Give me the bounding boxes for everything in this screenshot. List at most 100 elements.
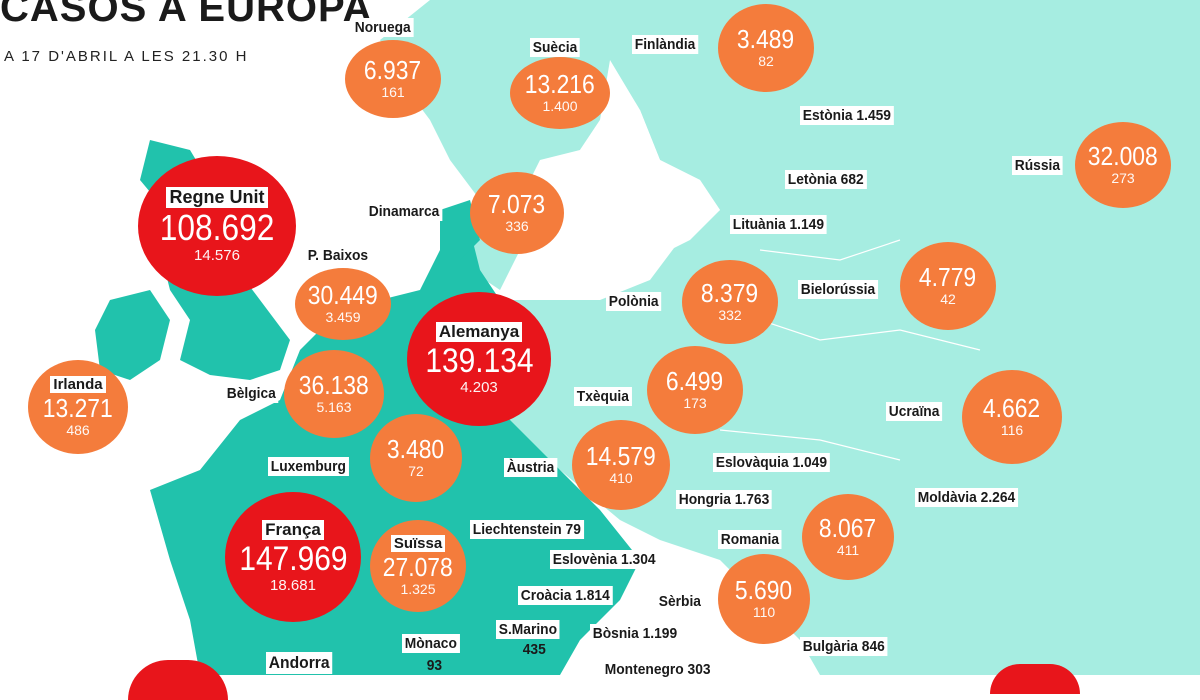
label-suecia: Suècia bbox=[530, 38, 581, 58]
label-hongria: Hongria 1.763 bbox=[676, 490, 773, 510]
bubble-ucraina: 4.662 116 bbox=[962, 370, 1062, 464]
label-regne-unit: Regne Unit bbox=[166, 187, 268, 209]
label-moldavia: Moldàvia 2.264 bbox=[915, 488, 1018, 508]
label-liechtenstein: Liechtenstein 79 bbox=[470, 520, 584, 540]
deaths-irlanda: 486 bbox=[66, 421, 90, 438]
bubble-regne-unit: Regne Unit 108.692 14.576 bbox=[138, 156, 296, 296]
deaths-finlandia: 82 bbox=[758, 53, 774, 70]
bubble-alemanya: Alemanya 139.134 4.203 bbox=[407, 292, 551, 426]
bubble-polonia: 8.379 332 bbox=[682, 260, 778, 344]
deaths-russia: 273 bbox=[1111, 170, 1135, 187]
label-bielorussia: Bielorússia bbox=[798, 280, 878, 300]
deaths-txequia: 173 bbox=[683, 395, 707, 412]
deaths-p-baixos: 3.459 bbox=[325, 309, 361, 326]
bubble-irlanda: Irlanda 13.271 486 bbox=[28, 360, 128, 454]
label-letonia: Letònia 682 bbox=[785, 170, 867, 190]
label-franca: França bbox=[262, 519, 324, 540]
label-luxemburg: Luxemburg bbox=[268, 457, 349, 477]
cases-txequia: 6.499 bbox=[666, 366, 724, 397]
border-line bbox=[759, 239, 901, 261]
deaths-luxemburg: 72 bbox=[408, 463, 424, 480]
bubble-romania: 8.067 411 bbox=[802, 494, 894, 580]
map-title: CASOS A EUROPA bbox=[0, 0, 373, 30]
label-dinamarca: Dinamarca bbox=[366, 202, 443, 222]
label-bulgaria: Bulgària 846 bbox=[800, 637, 888, 657]
deaths-suecia: 1.400 bbox=[542, 98, 578, 115]
label-alemanya: Alemanya bbox=[435, 321, 523, 342]
cases-serbia: 5.690 bbox=[735, 575, 793, 606]
cases-russia: 32.008 bbox=[1088, 141, 1158, 172]
bubble-partial-east bbox=[990, 664, 1080, 694]
label-belgica: Bèlgica bbox=[224, 384, 279, 404]
bubble-txequia: 6.499 173 bbox=[647, 346, 743, 434]
label-smarino: S.Marino bbox=[496, 620, 560, 640]
cases-alemanya: 139.134 bbox=[424, 341, 534, 380]
label-eslovaquia: Eslovàquia 1.049 bbox=[713, 453, 830, 473]
label-suissa: Suïssa bbox=[390, 534, 446, 552]
cases-franca: 147.969 bbox=[238, 539, 348, 578]
label-p-baixos: P. Baixos bbox=[305, 246, 371, 266]
cases-noruega: 6.937 bbox=[364, 55, 422, 86]
deaths-suissa: 1.325 bbox=[400, 580, 436, 597]
cases-irlanda: 13.271 bbox=[43, 392, 113, 423]
label-andorra: Andorra bbox=[266, 652, 333, 674]
label-irlanda: Irlanda bbox=[50, 375, 106, 393]
label-noruega: Noruega bbox=[352, 18, 414, 38]
label-monaco: Mònaco bbox=[402, 634, 460, 654]
sea-baltic bbox=[555, 110, 720, 270]
cases-polonia: 8.379 bbox=[701, 278, 759, 309]
deaths-serbia: 110 bbox=[752, 604, 776, 621]
cases-belgica: 36.138 bbox=[299, 370, 369, 401]
deaths-belgica: 5.163 bbox=[316, 399, 352, 416]
label-romania: Romania bbox=[718, 530, 782, 550]
deaths-alemanya: 4.203 bbox=[460, 378, 498, 396]
bubble-finlandia: 3.489 82 bbox=[718, 4, 814, 92]
border-line bbox=[719, 429, 901, 461]
bubble-serbia: 5.690 110 bbox=[718, 554, 810, 644]
label-bosnia: Bòsnia 1.199 bbox=[590, 624, 680, 644]
cases-finlandia: 3.489 bbox=[737, 24, 795, 55]
deaths-ucraina: 116 bbox=[1000, 422, 1024, 439]
bubble-bielorussia: 4.779 42 bbox=[900, 242, 996, 330]
cases-romania: 8.067 bbox=[819, 513, 877, 544]
bubble-luxemburg: 3.480 72 bbox=[370, 414, 462, 502]
value-smarino: 435 bbox=[522, 641, 546, 658]
cases-suecia: 13.216 bbox=[525, 69, 595, 100]
deaths-franca: 18.681 bbox=[270, 576, 316, 594]
label-estonia: Estònia 1.459 bbox=[800, 106, 894, 126]
land-ireland bbox=[95, 290, 170, 380]
label-austria: Àustria bbox=[504, 458, 558, 478]
label-finlandia: Finlàndia bbox=[632, 35, 699, 55]
cases-regne-unit: 108.692 bbox=[159, 207, 275, 249]
label-lituania: Lituània 1.149 bbox=[730, 215, 827, 235]
label-eslovenia: Eslovènia 1.304 bbox=[550, 550, 659, 570]
bubble-franca: França 147.969 18.681 bbox=[225, 492, 361, 622]
deaths-dinamarca: 336 bbox=[505, 218, 529, 235]
label-txequia: Txèquia bbox=[574, 387, 632, 407]
value-monaco: 93 bbox=[426, 657, 443, 674]
cases-luxemburg: 3.480 bbox=[387, 434, 445, 465]
deaths-regne-unit: 14.576 bbox=[194, 247, 240, 265]
bubble-suecia: 13.216 1.400 bbox=[510, 57, 610, 129]
cases-suissa: 27.078 bbox=[383, 551, 453, 582]
deaths-romania: 411 bbox=[836, 542, 860, 559]
cases-p-baixos: 30.449 bbox=[308, 280, 378, 311]
cases-bielorussia: 4.779 bbox=[919, 262, 977, 293]
bubble-dinamarca: 7.073 336 bbox=[470, 172, 564, 254]
label-ucraina: Ucraïna bbox=[886, 402, 943, 422]
cases-ucraina: 4.662 bbox=[983, 393, 1041, 424]
label-russia: Rússia bbox=[1012, 156, 1063, 176]
bubble-russia: 32.008 273 bbox=[1075, 122, 1171, 208]
cases-austria: 14.579 bbox=[586, 441, 656, 472]
bubble-noruega: 6.937 161 bbox=[345, 40, 441, 118]
map-subtitle: A 17 D'ABRIL A LES 21.30 H bbox=[4, 48, 249, 65]
label-croacia: Croàcia 1.814 bbox=[518, 586, 613, 606]
bubble-p-baixos: 30.449 3.459 bbox=[295, 268, 391, 340]
label-serbia: Sèrbia bbox=[656, 592, 704, 612]
deaths-polonia: 332 bbox=[718, 307, 742, 324]
bubble-suissa: Suïssa 27.078 1.325 bbox=[370, 520, 466, 612]
deaths-bielorussia: 42 bbox=[940, 291, 956, 308]
bubble-belgica: 36.138 5.163 bbox=[284, 350, 384, 438]
label-polonia: Polònia bbox=[606, 292, 662, 312]
label-montenegro: Montenegro 303 bbox=[602, 660, 714, 680]
